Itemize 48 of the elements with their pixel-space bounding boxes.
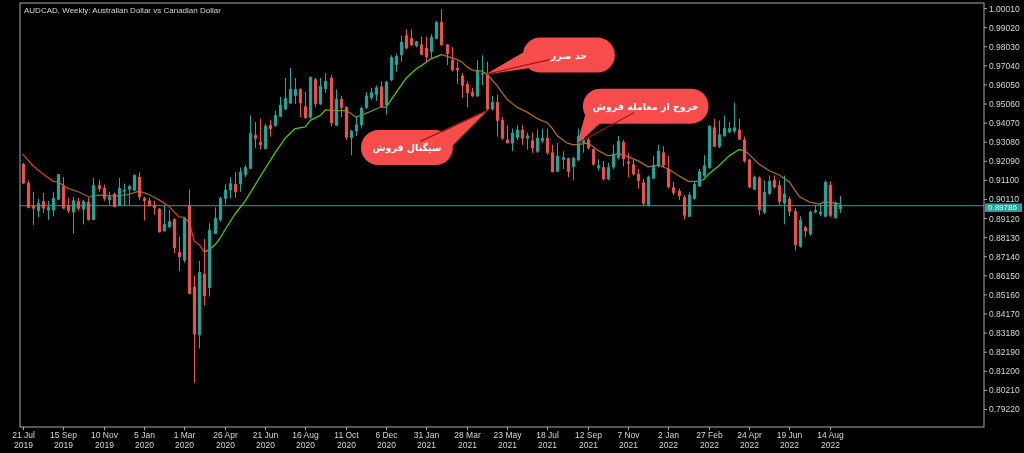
y-tick-label: 0.80210 (989, 385, 1020, 396)
x-tick-label: 2 Jan 2022 (658, 430, 680, 450)
x-tick-label: 11 Oct 2020 (334, 430, 360, 450)
chart-title: AUDCAD, Weekly: Australian Dollar vs Canadian Dollar (24, 6, 222, 15)
y-tick-label: 0.98030 (989, 41, 1020, 52)
x-tick-label: 28 Mar 2021 (454, 430, 481, 450)
y-tick-label: 0.82190 (989, 347, 1020, 358)
y-tick-label: 0.96050 (989, 79, 1020, 90)
x-tick-label: 26 Apr 2020 (213, 430, 238, 450)
y-tick-label: 0.88130 (989, 232, 1020, 243)
y-tick-label: 0.95060 (989, 99, 1020, 110)
y-tick-label: 0.97040 (989, 60, 1020, 71)
y-tick-label: 0.86150 (989, 270, 1020, 281)
x-tick-label: 21 Jul 2019 (12, 430, 35, 450)
y-tick-label: 0.89120 (989, 213, 1020, 224)
annotation: خروج از معامله فروش (592, 100, 699, 113)
y-tick-label: 0.81200 (989, 366, 1020, 377)
x-tick-label: 14 Aug 2022 (817, 430, 844, 450)
y-tick-label: 0.85160 (989, 289, 1020, 300)
x-tick-label: 23 May 2021 (493, 430, 523, 450)
annotation: سیگنال فروش (372, 142, 442, 155)
x-tick-label: 18 Jul 2021 (536, 430, 559, 450)
x-tick-label: 10 Nov 2019 (91, 430, 119, 450)
annotation: حد ضرر (549, 49, 587, 62)
x-tick-label: 15 Sep 2019 (50, 430, 78, 450)
x-tick-label: 24 Apr 2022 (737, 430, 762, 450)
x-tick-label: 16 Aug 2020 (292, 430, 319, 450)
y-tick-label: 0.91100 (989, 175, 1020, 186)
y-tick-label: 0.83180 (989, 328, 1020, 339)
y-tick-label: 0.87140 (989, 251, 1020, 262)
x-tick-label: 21 Jun 2020 (252, 430, 279, 450)
x-tick-label: 31 Jan 2021 (413, 430, 440, 450)
x-tick-label: 27 Feb 2022 (696, 430, 723, 450)
ref-line-label: 0.89786 (988, 203, 1018, 213)
y-tick-label: 0.79220 (989, 404, 1020, 415)
x-tick-label: 6 Dec 2020 (375, 430, 399, 450)
y-tick-label: 1.00010 (989, 3, 1020, 14)
x-tick-label: 12 Sep 2021 (575, 430, 603, 450)
y-tick-label: 0.92090 (989, 156, 1020, 167)
x-tick-label: 5 Jan 2020 (134, 430, 156, 450)
x-tick-label: 19 Jun 2022 (776, 430, 803, 450)
y-tick-label: 0.84170 (989, 309, 1020, 320)
y-tick-label: 0.99020 (989, 22, 1020, 33)
x-tick-label: 7 Nov 2021 (617, 430, 641, 450)
y-tick-label: 0.93080 (989, 137, 1020, 148)
x-tick-label: 1 Mar 2020 (173, 430, 196, 450)
y-tick-label: 0.90110 (989, 194, 1020, 205)
y-tick-label: 0.94070 (989, 118, 1020, 129)
